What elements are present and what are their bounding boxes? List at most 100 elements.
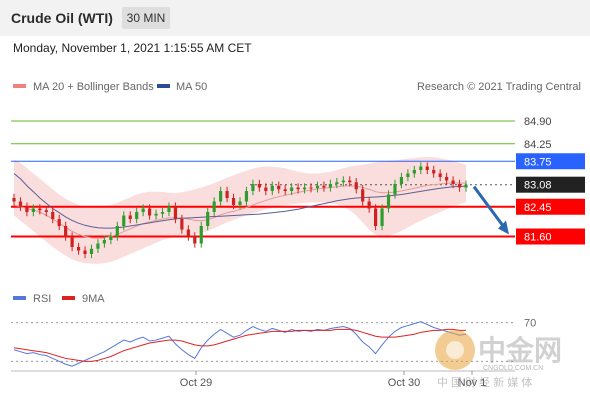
candle-body bbox=[167, 206, 171, 212]
level-label-support: 81.60 bbox=[524, 232, 552, 244]
level-label-bg-resistance bbox=[516, 153, 585, 170]
candle-body bbox=[219, 191, 223, 202]
candle-body bbox=[212, 201, 216, 212]
candle-body bbox=[173, 206, 178, 219]
candle-body bbox=[102, 240, 106, 244]
watermark-domain: CNGOLD.COM.CN bbox=[483, 365, 543, 372]
legend-label-ma50: MA 50 bbox=[176, 81, 207, 93]
level-label-support: 82.45 bbox=[524, 202, 552, 214]
candle-body bbox=[186, 229, 190, 237]
candle-body bbox=[374, 208, 378, 226]
candle-body bbox=[406, 173, 410, 177]
candle-body bbox=[354, 182, 358, 190]
candle-body bbox=[315, 185, 320, 189]
candle-body bbox=[309, 187, 313, 189]
timeframe-badge[interactable]: 30 MIN bbox=[122, 7, 170, 29]
candle-body bbox=[44, 210, 48, 212]
candle-body bbox=[231, 198, 236, 205]
candle-body bbox=[335, 182, 339, 184]
bollinger-band bbox=[14, 157, 466, 264]
candle-body bbox=[238, 201, 242, 205]
candle-body bbox=[135, 212, 139, 219]
candle-body bbox=[270, 185, 274, 191]
candle-body bbox=[193, 236, 197, 244]
candle-body bbox=[225, 191, 229, 198]
candle-body bbox=[322, 185, 326, 188]
candle-body bbox=[399, 177, 404, 184]
candle-body bbox=[302, 187, 307, 190]
candle-body bbox=[361, 189, 365, 202]
candle-body bbox=[277, 185, 281, 190]
candle-body bbox=[244, 191, 249, 202]
candle-body bbox=[199, 226, 203, 244]
candle-body bbox=[122, 215, 126, 226]
candle-body bbox=[109, 236, 113, 240]
candle-body bbox=[141, 208, 145, 212]
level-label-bg-support bbox=[516, 228, 585, 245]
candle-body bbox=[76, 247, 81, 251]
header-bar: Crude Oil (WTI) 30 MIN bbox=[0, 0, 590, 36]
candle-body bbox=[341, 180, 345, 183]
rsi-ma-line bbox=[13, 328, 466, 362]
candle-body bbox=[51, 212, 55, 219]
candle-body bbox=[457, 184, 462, 188]
candle-body bbox=[148, 208, 152, 216]
ma50-line bbox=[13, 173, 467, 229]
candle-body bbox=[464, 184, 468, 188]
candle-body bbox=[160, 212, 165, 214]
candle-body bbox=[393, 184, 397, 195]
x-tick-label: Oct 29 bbox=[180, 377, 212, 389]
candle-body bbox=[412, 170, 416, 174]
candle-body bbox=[31, 208, 35, 212]
candle-body bbox=[445, 177, 449, 181]
legend-label-9ma: 9MA bbox=[82, 293, 105, 305]
level-label-bg-current bbox=[516, 176, 585, 193]
candle-body bbox=[96, 243, 100, 249]
candle-body bbox=[64, 226, 68, 237]
candle-body bbox=[264, 187, 268, 191]
candle-body bbox=[419, 166, 423, 170]
candle-body bbox=[451, 180, 455, 184]
legend-swatch-rsi bbox=[13, 296, 26, 300]
candle-body bbox=[251, 184, 255, 191]
candle-body bbox=[70, 236, 74, 247]
level-label-current: 83.08 bbox=[524, 180, 552, 192]
copyright-text: Research © 2021 Trading Central bbox=[417, 81, 581, 93]
level-label-target: 84.90 bbox=[524, 116, 552, 128]
rsi-level-label: 70 bbox=[524, 318, 536, 330]
rsi-line bbox=[13, 321, 467, 367]
candle-body bbox=[12, 198, 16, 202]
candle-body bbox=[154, 213, 158, 216]
candle-body bbox=[83, 250, 87, 254]
candle-body bbox=[432, 170, 436, 174]
candle-body bbox=[296, 187, 300, 190]
candle-body bbox=[115, 226, 119, 237]
candle-body bbox=[38, 208, 42, 211]
forecast-arrow-head bbox=[498, 220, 509, 235]
legend-swatch-ma20 bbox=[13, 84, 26, 88]
candle-body bbox=[380, 208, 384, 226]
watermark-name: 中金网 bbox=[478, 334, 562, 366]
level-label-resistance: 83.75 bbox=[524, 156, 552, 168]
candle-body bbox=[18, 201, 23, 207]
candle-body bbox=[438, 173, 442, 177]
candle-body bbox=[283, 189, 287, 191]
level-label-bg-support bbox=[516, 198, 585, 215]
candle-body bbox=[128, 215, 132, 219]
candle-body bbox=[425, 166, 429, 170]
instrument-title: Crude Oil (WTI) bbox=[11, 10, 113, 26]
legend-label-rsi: RSI bbox=[33, 293, 51, 305]
candle-body bbox=[180, 219, 184, 230]
candle-body bbox=[25, 206, 29, 212]
legend-swatch-ma50 bbox=[157, 84, 170, 88]
candle-body bbox=[367, 201, 371, 209]
x-tick-label: Nov 1 bbox=[458, 377, 487, 389]
legend-swatch-9ma bbox=[62, 296, 75, 300]
watermark-logo-inner bbox=[446, 341, 464, 359]
watermark-slogan: 中 国 财 经 新 媒 体 bbox=[437, 375, 532, 389]
candle-body bbox=[386, 194, 391, 209]
candle-body bbox=[57, 219, 61, 226]
timestamp: Monday, November 1, 2021 1:15:55 AM CET bbox=[13, 41, 252, 55]
ma20-line bbox=[13, 182, 467, 239]
